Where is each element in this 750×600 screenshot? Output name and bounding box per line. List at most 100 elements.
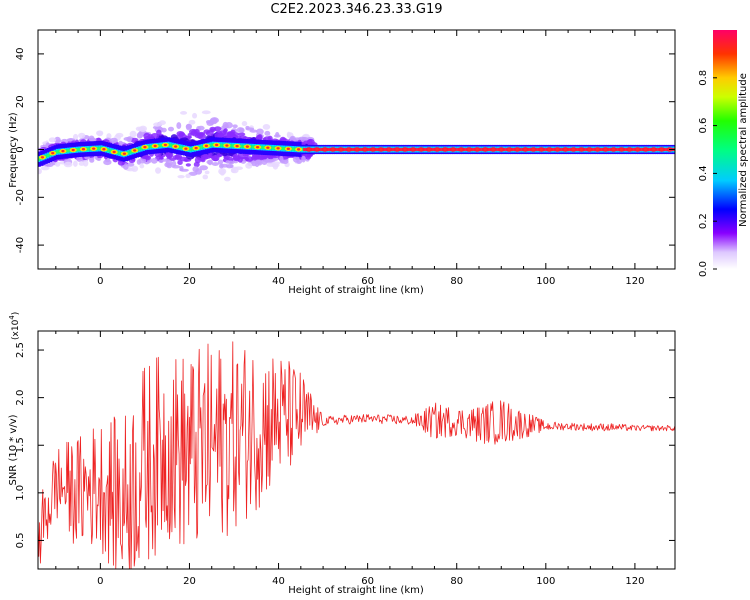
- spectrogram-peak-core: [204, 144, 208, 148]
- spectrogram-cell: [217, 159, 224, 165]
- spectrogram-cell: [139, 163, 145, 169]
- spectrogram-cell: [73, 160, 78, 167]
- spectrogram-band-core: [283, 146, 286, 151]
- spectrogram-cell: [306, 138, 315, 146]
- spectrogram-cell: [195, 132, 205, 137]
- spectrogram-cell: [236, 127, 244, 133]
- spectrogram-cell: [187, 132, 192, 139]
- spectrogram-peak-core: [491, 148, 495, 151]
- spectrogram-cell: [109, 137, 118, 144]
- spectrogram-cell: [82, 159, 89, 167]
- spectrogram-cell: [275, 132, 280, 137]
- spectrogram-marks: [38, 110, 675, 182]
- spectrogram-band-core: [503, 147, 507, 152]
- spectrogram-cell: [229, 164, 234, 168]
- spectrogram-peak-core: [411, 148, 415, 151]
- spectrogram-band-core: [149, 145, 153, 149]
- spectrogram-band-core: [303, 147, 307, 152]
- spectrogram-peak-core: [587, 148, 592, 151]
- spectrogram-peak-core: [40, 156, 45, 159]
- figure-title: C2E2.2023.346.23.33.G19: [270, 2, 443, 17]
- colorbar-tick-label: 0.0: [698, 261, 709, 277]
- spectrogram-cell: [185, 123, 192, 131]
- spectrogram-peak-core: [286, 147, 290, 151]
- spectrogram-band-core: [383, 147, 387, 152]
- spectrogram-band-core: [58, 150, 62, 154]
- spectrogram-cell: [279, 155, 284, 162]
- spectrogram-cell: [226, 132, 236, 137]
- spectrogram-cell: [96, 130, 103, 137]
- spectrogram-band-core: [300, 147, 304, 152]
- spectrogram-peak-core: [652, 148, 656, 151]
- spectrogram-band-core: [198, 145, 202, 150]
- spectrogram-band-core: [38, 157, 41, 161]
- spectrogram-peak-core: [276, 147, 280, 150]
- spectrogram-cell: [180, 137, 188, 141]
- spectrogram-cell: [266, 161, 276, 167]
- spectrogram-band-core: [129, 150, 133, 154]
- colorbar-ticks: 0.0 0.2 0.4 0.6 0.8: [698, 70, 717, 277]
- spectrogram-band-core: [447, 147, 451, 152]
- spectrogram-peak-core: [323, 148, 327, 151]
- spectrogram-panel: 0 20 40 60 80 100 120 -40 -20 0 20 40 Height of str…: [8, 29, 676, 296]
- spectrogram-cell: [250, 155, 260, 161]
- snr-xtick-label: 60: [361, 576, 374, 587]
- spectrogram-cell: [201, 110, 211, 115]
- spectrogram-cell: [40, 166, 50, 171]
- spectrogram-cell: [167, 126, 174, 132]
- colorbar-tick-label: 0.6: [698, 118, 709, 134]
- spectrogram-cell: [129, 130, 137, 138]
- spectrogram-cell: [174, 153, 183, 161]
- spectrogram-peak-core: [539, 148, 543, 151]
- spectrogram-cell: [180, 111, 188, 115]
- spectrogram-band-core: [343, 147, 347, 152]
- spectrogram-cell: [185, 163, 192, 167]
- spectrogram-cell: [63, 161, 73, 168]
- spectrogram-cell: [224, 176, 231, 182]
- spectrogram-cell: [126, 162, 135, 167]
- spectrogram-peak-core: [347, 148, 351, 151]
- spectrogram-band-core: [140, 146, 144, 151]
- spectrogram-cell: [185, 173, 191, 179]
- spectrogram-peak-core: [215, 143, 219, 147]
- spectrogram-band-core: [55, 150, 59, 154]
- spectrogram-peak-core: [499, 148, 503, 151]
- spectrogram-band-core: [109, 149, 113, 153]
- spectrogram-cell: [292, 155, 300, 163]
- spectrogram-cell: [272, 163, 279, 170]
- spectrogram-xtick-label: 80: [450, 276, 463, 287]
- spectrogram-peak-core: [92, 147, 96, 150]
- spectrogram-cell: [264, 130, 271, 136]
- spectrogram-cell: [241, 121, 248, 127]
- snr-xtick-label: 120: [625, 576, 644, 587]
- spectrogram-xtick-label: 100: [536, 276, 555, 287]
- spectrogram-band-core: [423, 147, 427, 152]
- snr-xtick-label: 20: [183, 576, 196, 587]
- spectrogram-peak-core: [194, 146, 198, 150]
- snr-panel: 0 20 40 60 80 100 120 0.5 1.0 1.5 2.0 2.5 Height of…: [8, 312, 676, 596]
- spectrogram-band-core: [543, 147, 547, 152]
- spectrogram-cell: [231, 166, 239, 174]
- snr-ticks: 0 20 40 60 80 100 120 0.5 1.0 1.5 2.0 2.5: [15, 331, 675, 587]
- spectrogram-peak-core: [122, 152, 127, 155]
- spectrogram-cell: [232, 156, 241, 162]
- spectrogram-cell: [89, 157, 95, 163]
- spectrogram-peak-core: [102, 148, 106, 151]
- spectrogram-band-core: [95, 146, 99, 151]
- spectrogram-ytick-label: -40: [15, 237, 26, 253]
- spectrogram-band-core: [160, 143, 164, 148]
- spectrogram-band-core: [367, 147, 371, 152]
- spectrogram-peak-core: [627, 148, 632, 151]
- spectrogram-cell: [72, 133, 79, 141]
- spectrogram-cell: [211, 154, 220, 162]
- spectrogram-xtick-label: 60: [361, 276, 374, 287]
- spectrogram-peak-core: [451, 148, 455, 151]
- snr-xtick-label: 40: [272, 576, 285, 587]
- spectrogram-cell: [286, 131, 291, 138]
- spectrogram-peak-core: [331, 148, 335, 151]
- spectrogram-cell: [48, 137, 57, 143]
- spectrogram-cell: [141, 156, 150, 160]
- spectrogram-cell: [138, 157, 147, 164]
- spectrogram-peak-core: [143, 145, 147, 149]
